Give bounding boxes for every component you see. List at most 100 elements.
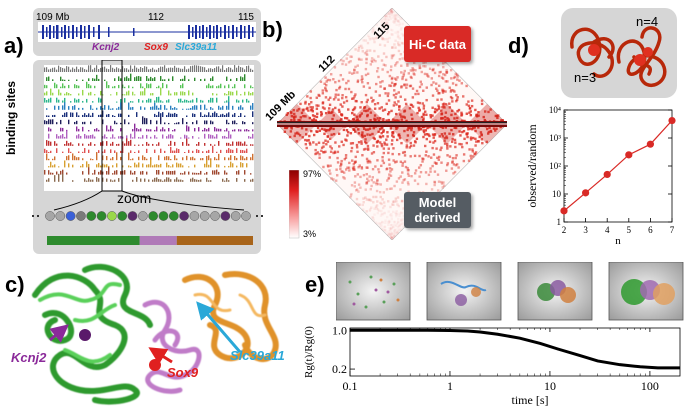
domain-segment [47, 236, 140, 245]
binding-track [44, 116, 254, 125]
binding-track [44, 87, 254, 96]
binding-track [46, 101, 254, 110]
d-point [625, 151, 633, 159]
polymer-bead [148, 211, 159, 221]
model-derived-label: Model derived [404, 192, 471, 228]
d-xtick: 7 [670, 225, 675, 235]
polymer-bead [86, 211, 97, 221]
hic-map [277, 8, 507, 240]
snapshot-2 [426, 262, 502, 321]
binding-track [48, 159, 248, 168]
polymer-bead [220, 211, 231, 221]
domain-segment [176, 236, 253, 245]
c-label-sox9: Sox9 [167, 365, 199, 380]
d-ytick: 10 [552, 189, 562, 199]
panel-label-d: d) [508, 33, 529, 58]
d-xlabel: n [615, 235, 621, 247]
binding-track [44, 81, 254, 89]
e-series-line [350, 328, 680, 370]
binding-track [46, 73, 246, 81]
binding-track [44, 96, 250, 103]
c-label-slc39a11: Slc39a11 [230, 348, 285, 363]
e-xtick: 1 [447, 379, 453, 393]
polymer-bead [230, 211, 241, 221]
binding-sites-label: binding sites [4, 80, 18, 155]
coord-115: 115 [238, 12, 254, 23]
d-ylabel: observed/random [525, 124, 539, 208]
polymer-beads [32, 211, 264, 221]
e-xtick: 100 [641, 379, 659, 393]
binding-track [46, 173, 254, 182]
panel-label-b: b) [262, 17, 283, 42]
binding-track [44, 145, 248, 153]
panel-label-c: c) [5, 272, 25, 297]
d-point [646, 140, 654, 148]
d-ytick: 10⁴ [549, 105, 561, 115]
colorbar-max: 97% [303, 169, 322, 179]
coord-112: 112 [148, 12, 164, 23]
hic-data-label: Hi-C data [404, 26, 471, 62]
gene-label-kcnj2: Kcnj2 [92, 42, 120, 53]
polymer-bead [179, 211, 189, 221]
d-ytick: 10² [549, 161, 561, 171]
knot-label-n4: n=4 [636, 14, 659, 29]
d-point [560, 207, 568, 215]
binding-tracks [44, 65, 254, 182]
domain-segment [139, 236, 177, 245]
d-point [603, 170, 611, 179]
domain-bar [47, 236, 253, 245]
binding-track [46, 110, 254, 117]
polymer-bead [199, 211, 210, 221]
d-ytick: 1 [557, 217, 562, 227]
colorbar-min: 3% [303, 229, 317, 239]
e-ytick: 1.0 [332, 323, 347, 337]
e-xtick: 10 [544, 379, 556, 393]
polymer-bead [107, 211, 117, 221]
panel-label-e: e) [305, 272, 325, 297]
chart-rg: 0.1 1 10 100 1.0 0.2 time [s] Rg(t)/Rg(0) [303, 323, 681, 407]
binding-track [46, 152, 254, 161]
chart-observed-random: 1 10 10² 10³ 10⁴ 2 3 4 5 6 7 n observed/random [525, 105, 676, 247]
polymer-bead [189, 211, 200, 221]
d-xtick: 2 [562, 225, 567, 235]
coord-109: 109 Mb [36, 12, 70, 23]
polymer-bead [96, 211, 107, 221]
zoom-lines [53, 60, 245, 211]
gene-track [38, 22, 256, 42]
polymer-bead [158, 211, 169, 221]
polymer-bead [117, 211, 128, 221]
e-ylabel: Rg(t)/Rg(0) [303, 326, 315, 378]
e-ytick: 0.2 [332, 362, 347, 376]
polymer-bead [45, 211, 55, 221]
polymer-bead [55, 211, 66, 221]
d-xtick: 5 [627, 225, 632, 235]
knot-label-n3: n=3 [574, 70, 597, 85]
e-xtick: 0.1 [343, 379, 358, 393]
panel-label-a: a) [4, 33, 24, 58]
d-series-line [563, 120, 673, 212]
gene-label-slc39a11: Slc39a11 [175, 42, 218, 53]
gene-label-sox9: Sox9 [144, 42, 168, 53]
snapshot-4 [608, 262, 684, 321]
polymer-bead [137, 211, 148, 221]
polymer-bead [127, 211, 138, 221]
colorbar [289, 170, 300, 239]
polymer-bead [210, 211, 220, 221]
d-xtick: 3 [583, 225, 588, 235]
polymer-bead [168, 211, 179, 221]
snapshot-3 [517, 262, 593, 321]
polymer-bead [76, 211, 86, 221]
binding-track [46, 138, 254, 146]
binding-track [48, 130, 254, 139]
d-xtick: 4 [605, 225, 610, 235]
knot-illustration [570, 26, 667, 87]
d-xtick: 6 [648, 225, 653, 235]
binding-track [44, 167, 252, 175]
c-label-kcnj2: Kcnj2 [11, 350, 47, 365]
e-xlabel: time [s] [512, 393, 549, 407]
zoom-label: zoom [117, 190, 152, 206]
polymer-bead [241, 211, 251, 221]
polymer-bead [65, 211, 76, 221]
d-point [668, 116, 676, 125]
panel-c-arrows [49, 301, 242, 365]
